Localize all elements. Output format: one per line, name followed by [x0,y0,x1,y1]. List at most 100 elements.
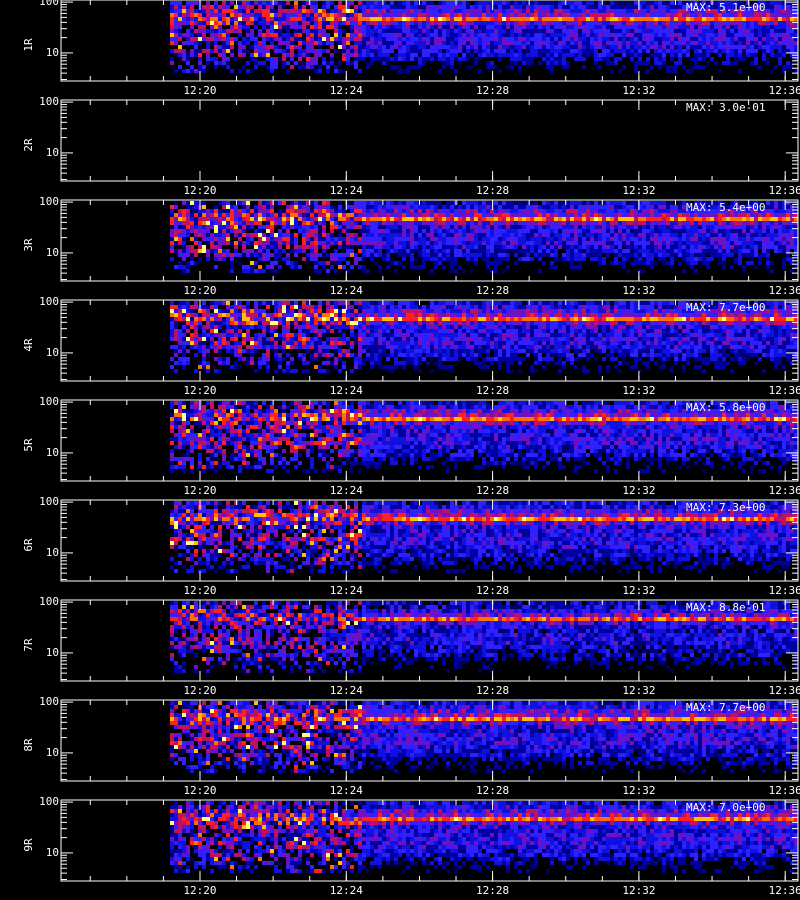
texture-cell [406,237,410,241]
texture-cell [226,49,230,53]
texture-cell [626,49,630,53]
texture-cell [298,33,302,37]
texture-cell [310,249,314,253]
texture-cell [358,21,362,25]
texture-cell [214,5,218,9]
texture-cell [530,1,534,5]
texture-cell [710,29,714,33]
texture-cell [342,5,346,9]
texture-cell [226,225,230,229]
texture-cell [226,209,230,213]
texture-cell [462,57,466,61]
texture-cell [206,9,210,13]
texture-cell [622,49,626,53]
texture-cell [694,13,698,17]
texture-cell [198,225,202,229]
texture-cell [346,225,350,229]
texture-cell [466,53,470,57]
texture-cell [262,217,266,221]
texture-cell [678,205,682,209]
texture-cell [254,33,258,37]
texture-cell [490,29,494,33]
texture-cell [294,265,298,269]
texture-cell [762,241,766,245]
texture-cell [266,205,270,209]
texture-cell [342,41,346,45]
texture-cell [434,245,438,249]
texture-cell [242,209,246,213]
texture-cell [702,237,706,241]
texture-cell [786,9,790,13]
texture-cell [758,241,762,245]
texture-cell [654,33,658,37]
texture-cell [598,9,602,13]
texture-cell [490,21,494,25]
texture-cell [674,237,678,241]
texture-cell [190,217,194,221]
texture-cell [690,21,694,25]
texture-cell [730,29,734,33]
texture-cell [730,241,734,245]
texture-cell [262,45,266,49]
texture-cell [542,29,546,33]
texture-cell [706,13,710,17]
texture-cell [454,37,458,41]
texture-cell [174,25,178,29]
texture-cell [566,229,570,233]
texture-cell [614,9,618,13]
texture-cell [650,253,654,257]
texture-cell [458,245,462,249]
texture-cell [506,221,510,225]
texture-cell [766,205,770,209]
texture-cell [650,45,654,49]
texture-cell [650,249,654,253]
texture-cell [418,233,422,237]
texture-cell [254,229,258,233]
texture-cell [746,13,750,17]
texture-cell [562,33,566,37]
texture-cell [170,205,174,209]
texture-cell [530,221,534,225]
texture-cell [650,213,654,217]
texture-cell [374,17,378,21]
texture-cell [382,237,386,241]
texture-cell [358,69,362,73]
texture-cell [466,45,470,49]
texture-cell [702,57,706,61]
texture-cell [458,253,462,257]
texture-cell [678,233,682,237]
texture-cell [674,21,678,25]
texture-cell [370,201,374,205]
texture-cell [350,249,354,253]
texture-cell [394,221,398,225]
texture-cell [794,229,798,233]
texture-cell [314,205,318,209]
texture-cell [710,241,714,245]
texture-cell [638,9,642,13]
texture-cell [318,221,322,225]
texture-cell [634,33,638,37]
texture-cell [654,37,658,41]
texture-cell [698,237,702,241]
texture-cell [414,205,418,209]
texture-cell [238,229,242,233]
texture-cell [754,249,758,253]
texture-cell [522,57,526,61]
texture-cell [206,213,210,217]
texture-cell [286,261,290,265]
texture-cell [230,265,234,269]
texture-cell [694,33,698,37]
texture-cell [618,37,622,41]
texture-cell [686,13,690,17]
texture-cell [170,33,174,37]
texture-cell [346,245,350,249]
texture-cell [622,1,626,5]
texture-cell [186,201,190,205]
texture-cell [366,45,370,49]
texture-cell [758,245,762,249]
texture-cell [434,29,438,33]
texture-cell [794,41,798,45]
texture-cell [530,257,534,261]
texture-cell [230,269,234,273]
texture-cell [786,49,790,53]
